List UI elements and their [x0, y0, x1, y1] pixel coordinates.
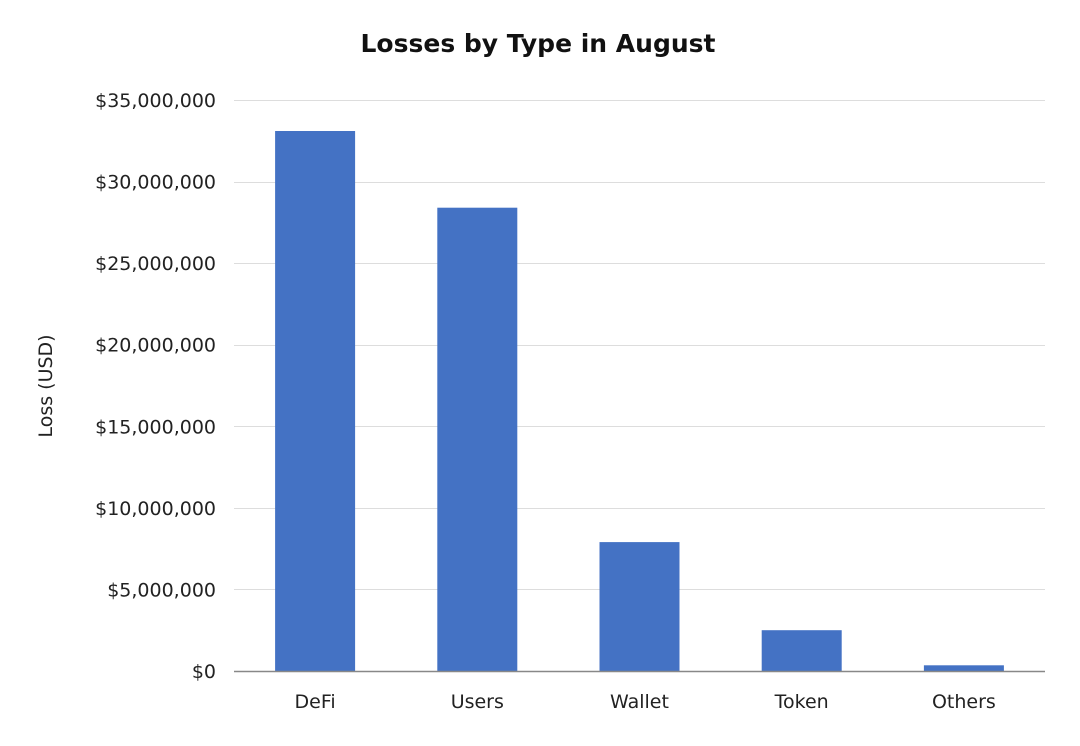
x-tick-label: Token [774, 691, 829, 713]
x-tick-label: Others [932, 691, 996, 713]
y-tick-labels: $0 $5,000,000 $10,000,000 $15,000,000 $20,00… [95, 90, 216, 683]
y-tick-label: $35,000,000 [95, 90, 216, 112]
bar-users [437, 207, 518, 671]
gridlines [234, 100, 1045, 590]
y-tick-label: $20,000,000 [95, 335, 216, 357]
x-tick-label: DeFi [295, 691, 336, 713]
bar-wallet [599, 542, 680, 671]
y-tick-label: $30,000,000 [95, 172, 216, 194]
x-tick-label: Wallet [610, 691, 669, 713]
y-tick-label: $10,000,000 [95, 498, 216, 520]
y-axis-label: Loss (USD) [35, 334, 57, 437]
y-tick-label: $25,000,000 [95, 253, 216, 275]
bars [275, 131, 1004, 671]
bar-others [923, 665, 1004, 671]
chart-title: Losses by Type in August [361, 29, 716, 58]
x-tick-label: Users [451, 691, 504, 713]
bar-defi [275, 131, 356, 671]
y-tick-label: $0 [192, 661, 216, 683]
y-tick-label: $5,000,000 [107, 579, 216, 601]
x-tick-labels: DeFi Users Wallet Token Others [295, 691, 996, 713]
bar-token [761, 630, 842, 671]
y-tick-label: $15,000,000 [95, 416, 216, 438]
